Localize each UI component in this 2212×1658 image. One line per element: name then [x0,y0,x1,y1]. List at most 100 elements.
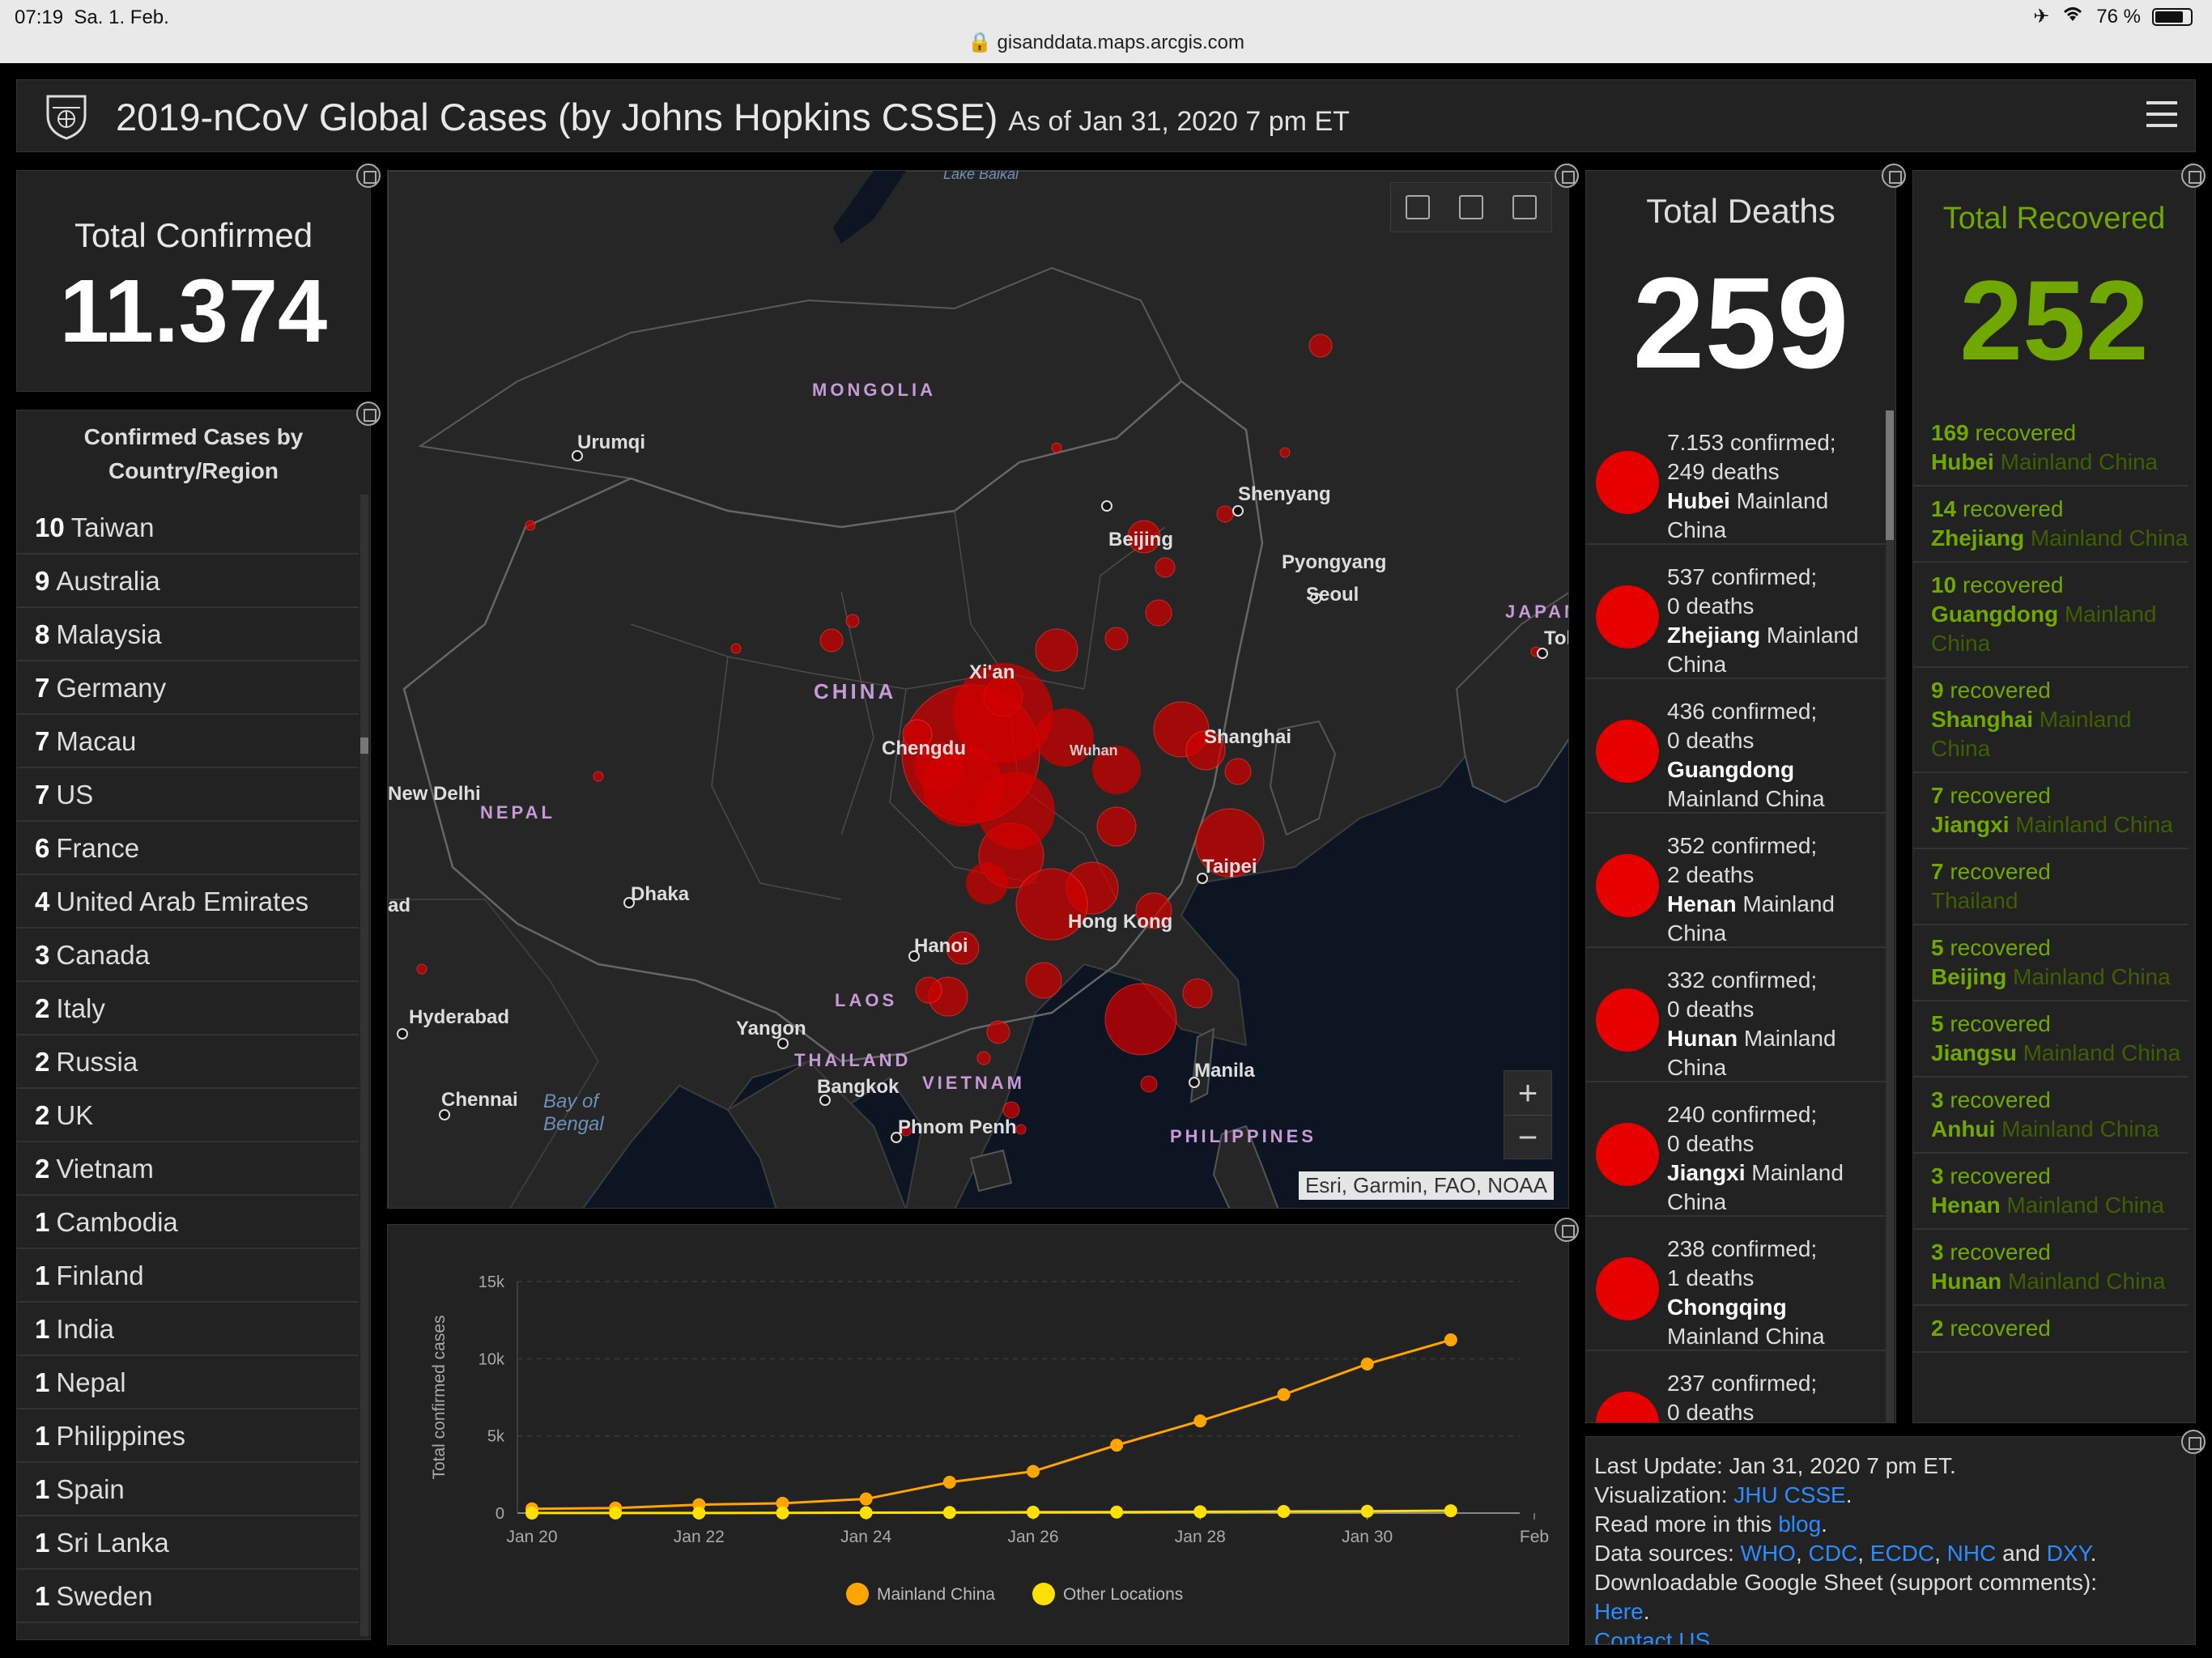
case-bubble[interactable] [525,520,536,531]
deaths-row[interactable]: 537 confirmed; 0 deaths Zhejiang Mainland … [1586,545,1886,679]
deaths-row[interactable]: 237 confirmed; 0 deaths [1586,1351,1886,1422]
case-bubble[interactable] [1104,627,1129,651]
country-row[interactable]: 2 UK [17,1089,359,1142]
jhu-csse-link[interactable]: JHU CSSE [1733,1482,1846,1507]
country-row[interactable]: 2 Italy [17,982,359,1035]
case-bubble[interactable] [900,1125,912,1137]
country-row[interactable]: 1 Finland [17,1249,359,1303]
case-bubble[interactable] [902,719,933,750]
legend-list-icon[interactable] [1459,195,1483,219]
country-row[interactable]: 1 Nepal [17,1356,359,1409]
country-row[interactable]: 1 Sweden [17,1570,359,1623]
source-link[interactable]: NHC [1946,1541,1997,1566]
country-row[interactable]: 1 Cambodia [17,1196,359,1249]
country-list-scrollbar[interactable] [360,495,368,1636]
contact-us-link[interactable]: Contact US [1594,1628,1711,1645]
case-bubble[interactable] [977,772,1055,849]
case-bubble[interactable] [593,771,604,782]
country-row[interactable]: 6 France [17,822,359,875]
recovered-row[interactable]: 3 recovered Hunan Mainland China [1913,1230,2189,1306]
zoom-out-button[interactable]: − [1504,1115,1551,1158]
hamburger-menu-icon[interactable] [2146,101,2177,129]
case-bubble[interactable] [1195,808,1265,878]
country-row[interactable]: 9 Australia [17,555,359,608]
case-bubble[interactable] [1015,1124,1027,1135]
here-link[interactable]: Here [1594,1599,1644,1624]
recovered-row[interactable]: 14 recovered Zhejiang Mainland China [1913,487,2189,563]
recovered-row[interactable]: 5 recovered Beijing Mainland China [1913,925,2189,1001]
expand-chart-icon[interactable] [1555,1218,1579,1242]
zoom-in-button[interactable]: + [1517,1073,1538,1112]
source-link[interactable]: ECDC [1870,1541,1935,1566]
case-bubble[interactable] [1051,442,1062,453]
deaths-row[interactable]: 7.153 confirmed; 249 deaths Hubei Mainland… [1586,410,1886,545]
case-bubble[interactable] [1279,447,1291,458]
case-bubble[interactable] [819,628,844,653]
map-view[interactable]: + − Esri, Garmin, FAO, NOAA MONGOLIA CHI… [387,170,1569,1209]
deaths-row[interactable]: 332 confirmed; 0 deaths Hunan Mainland Chi… [1586,948,1886,1082]
case-bubble[interactable] [1015,868,1088,941]
country-row[interactable]: 1 Philippines [17,1409,359,1463]
deaths-row[interactable]: 352 confirmed; 2 deaths Henan Mainland Chi… [1586,814,1886,948]
country-row[interactable]: 1 Sri Lanka [17,1516,359,1570]
case-bubble[interactable] [1216,505,1234,523]
case-bubble[interactable] [1035,628,1078,672]
case-bubble[interactable] [1127,520,1161,554]
country-row[interactable]: 7 Macau [17,715,359,768]
case-bubble[interactable] [1185,730,1226,771]
source-link[interactable]: CDC [1808,1541,1858,1566]
case-bubble[interactable] [845,614,860,628]
blog-link[interactable]: blog [1778,1511,1822,1537]
case-bubble[interactable] [1140,1075,1158,1093]
address-bar[interactable]: 🔒 gisanddata.maps.arcgis.com [0,31,2212,54]
case-bubble[interactable] [730,643,742,654]
case-bubble[interactable] [915,976,942,1004]
case-bubble[interactable] [1135,892,1172,929]
case-bubble[interactable] [1182,978,1213,1009]
deaths-row[interactable]: 436 confirmed; 0 deaths Guangdong Mainland… [1586,679,1886,814]
expand-deaths-icon[interactable] [1882,164,1906,188]
recovered-row[interactable]: 2 recovered [1913,1306,2189,1353]
case-bubble[interactable] [966,862,1008,904]
country-row[interactable]: 7 Germany [17,661,359,715]
case-bubble[interactable] [1224,758,1252,785]
recovered-row[interactable]: 5 recovered Jiangsu Mainland China [1913,1001,2189,1078]
deaths-row[interactable]: 238 confirmed; 1 deaths Chongqing Mainland… [1586,1217,1886,1351]
source-link[interactable]: DXY [2046,1541,2091,1566]
expand-map-icon[interactable] [1555,164,1579,188]
country-row[interactable]: 1 India [17,1303,359,1356]
deaths-list-scrollbar[interactable] [1886,410,1894,1422]
deaths-row[interactable]: 240 confirmed; 0 deaths Jiangxi Mainland C… [1586,1082,1886,1217]
country-row[interactable]: 7 US [17,768,359,822]
case-bubble[interactable] [1025,962,1062,999]
country-row[interactable]: 8 Malaysia [17,608,359,661]
case-bubble[interactable] [416,963,428,975]
recovered-row[interactable]: 3 recovered Henan Mainland China [1913,1154,2189,1230]
case-bubble[interactable] [953,663,1053,763]
case-bubble[interactable] [986,1020,1010,1044]
case-bubble[interactable] [1096,806,1137,847]
country-row[interactable]: 2 Vietnam [17,1142,359,1196]
recovered-row[interactable]: 7 recovered Jiangxi Mainland China [1913,773,2189,849]
case-bubble[interactable] [1308,334,1333,358]
case-bubble[interactable] [1155,557,1176,578]
expand-country-list-icon[interactable] [356,402,381,426]
country-row[interactable]: 3 Canada [17,929,359,982]
country-row[interactable]: 2 Russia [17,1035,359,1089]
source-link[interactable]: WHO [1740,1541,1796,1566]
recovered-row[interactable]: 3 recovered Anhui Mainland China [1913,1078,2189,1154]
recovered-row[interactable]: 9 recovered Shanghai Mainland China [1913,668,2189,773]
case-bubble[interactable] [1145,599,1172,627]
expand-info-icon[interactable] [2181,1430,2206,1454]
country-row[interactable]: 4 United Arab Emirates [17,875,359,929]
recovered-row[interactable]: 7 recovered Thailand [1913,849,2189,925]
case-bubble[interactable] [946,931,980,965]
country-row[interactable]: 1 Spain [17,1463,359,1516]
bookmark-icon[interactable] [1406,195,1430,219]
case-bubble[interactable] [1104,983,1177,1056]
case-bubble[interactable] [976,1051,991,1065]
case-bubble[interactable] [1002,1101,1020,1119]
recovered-row[interactable]: 10 recovered Guangdong Mainland China [1913,563,2189,668]
expand-recovered-icon[interactable] [2181,164,2206,188]
map-canvas[interactable] [388,171,1569,1209]
